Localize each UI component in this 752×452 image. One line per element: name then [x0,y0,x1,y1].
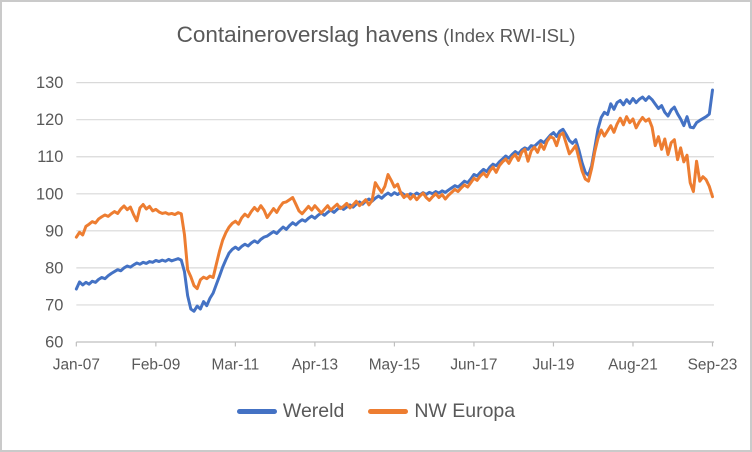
x-tick-label: Jun-17 [450,356,497,373]
y-tick-label: 100 [36,185,63,203]
x-tick-label: Feb-09 [131,356,180,373]
legend-label-nw-europa: NW Europa [414,400,516,422]
x-tick-label: Aug-21 [608,356,658,373]
y-tick-label: 120 [36,111,63,129]
legend-item-wereld[interactable]: Wereld [236,400,345,423]
y-tick-label: 60 [45,333,63,351]
legend-swatch-nw-europa-icon [368,409,409,414]
x-tick-label: Apr-13 [292,356,338,373]
x-tick-label: Mar-11 [212,356,260,373]
y-tick-label: 110 [37,148,63,166]
chart-title: Containeroverslag havens (Index RWI-ISL) [2,22,750,48]
y-tick-label: 80 [45,259,63,277]
y-tick-label: 70 [45,296,63,314]
chart-title-main: Containeroverslag havens [176,22,438,47]
legend-swatch-wereld-icon [236,409,277,414]
series-line-nw-europa[interactable] [74,115,714,291]
legend-item-nw-europa[interactable]: NW Europa [368,400,515,423]
series-line-wereld[interactable] [74,88,714,313]
y-tick-label: 90 [45,222,63,240]
x-tick-label: Sep-23 [688,356,738,373]
chart-title-sub: (Index RWI-ISL) [438,25,576,46]
x-tick-label: Jan-07 [53,356,100,373]
x-tick-label: Jul-19 [532,356,574,373]
chart-legend: Wereld NW Europa [2,400,750,423]
legend-label-wereld: Wereld [282,400,345,422]
y-tick-label: 130 [36,74,63,92]
x-tick-label: May-15 [369,356,420,373]
